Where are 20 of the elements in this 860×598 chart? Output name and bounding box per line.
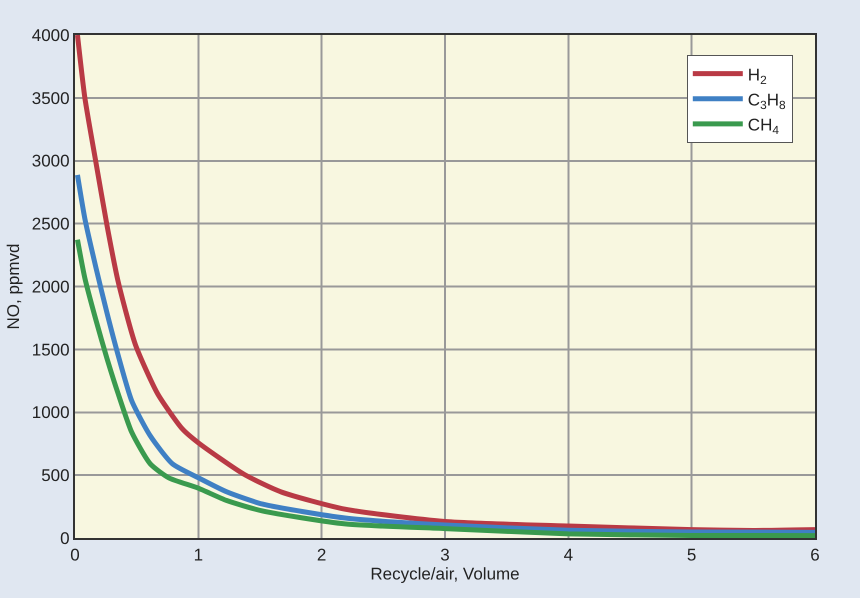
y-tick-label: 1500: [32, 340, 70, 360]
y-axis-title: NO, ppmvd: [4, 244, 23, 330]
legend-label: C$_{3}$H$_{8}$: [748, 90, 786, 112]
y-tick-label: 0: [60, 528, 70, 548]
y-tick-label: 2000: [32, 277, 70, 296]
y-tick-label: 1000: [32, 403, 70, 422]
y-tick-label: 2500: [32, 214, 70, 234]
x-tick-label: 5: [686, 545, 696, 564]
y-tick-label: 3000: [32, 152, 70, 171]
legend-label: H$_{2}$: [748, 65, 768, 87]
x-tick-label: 4: [564, 545, 574, 564]
y-tick-label: 500: [41, 466, 70, 486]
x-axis-title: Recycle/air, Volume: [370, 564, 520, 584]
x-tick-label: 3: [440, 545, 450, 564]
x-tick-label: 2: [316, 545, 326, 564]
x-tick-label: 6: [810, 545, 820, 564]
legend-label: CH$_{4}$: [748, 116, 780, 138]
x-tick-label: 1: [194, 545, 204, 564]
y-tick-label: 4000: [32, 26, 70, 45]
y-tick-label: 3500: [32, 88, 70, 108]
